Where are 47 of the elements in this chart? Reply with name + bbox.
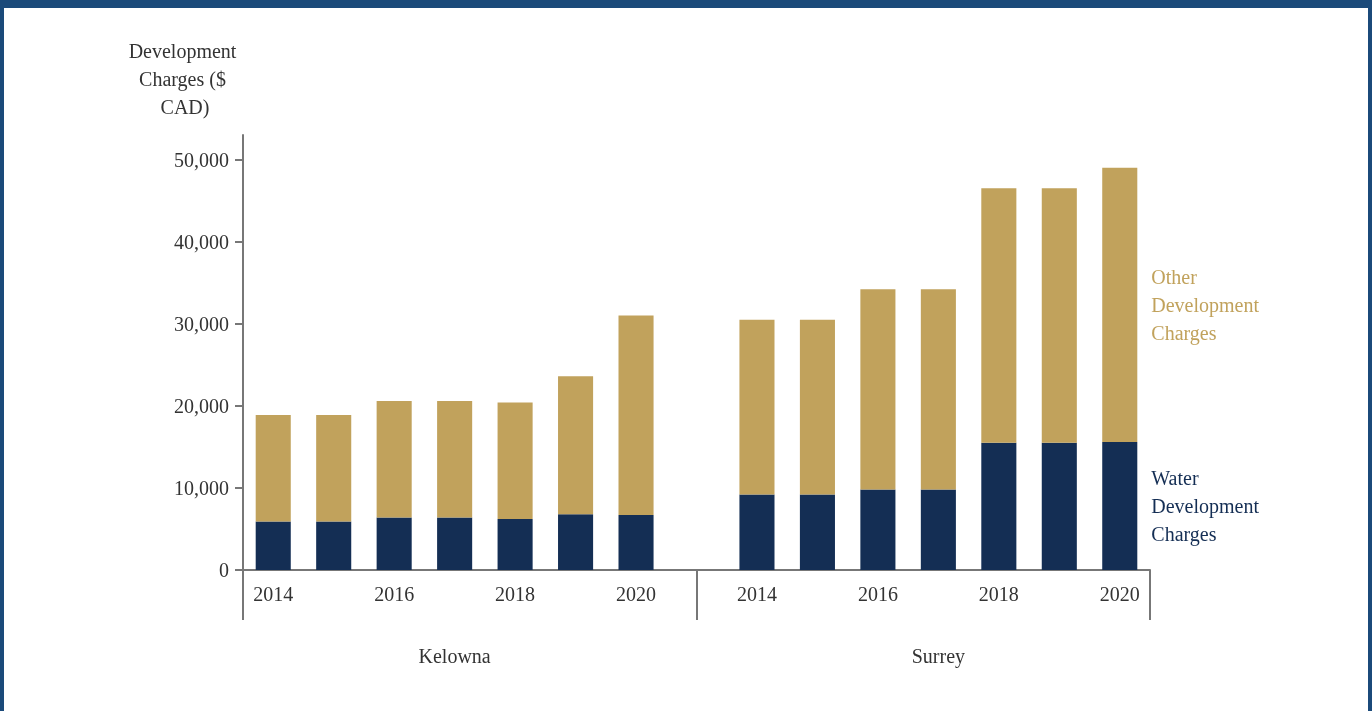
x-tick-label: 2014	[736, 583, 777, 605]
x-tick-label: 2016	[857, 583, 898, 605]
text: Kelowna	[418, 645, 491, 667]
y-tick-label: 40,000	[174, 230, 229, 253]
bar	[497, 519, 533, 570]
x-tick-label: 2018	[495, 583, 536, 605]
bar	[1041, 188, 1077, 443]
text: Surrey	[911, 645, 966, 668]
y-tick-label: 10,000	[174, 476, 229, 499]
bar	[981, 188, 1017, 443]
bar	[1102, 441, 1138, 570]
bar	[739, 494, 775, 570]
bar	[376, 517, 412, 570]
y-tick-label: 30,000	[174, 312, 229, 335]
bar	[739, 319, 775, 495]
y-axis-title: Development Charges ($ CAD)	[128, 40, 242, 119]
bar	[860, 489, 896, 570]
bar	[558, 514, 594, 570]
bar	[558, 376, 594, 515]
bar	[316, 521, 352, 570]
bar	[1041, 442, 1077, 570]
y-tick-label: 20,000	[174, 394, 229, 417]
bar	[497, 402, 533, 520]
series-label: Other Development Charges	[1151, 265, 1265, 345]
bar	[255, 414, 291, 522]
bar	[376, 400, 412, 518]
y-tick-label: 50,000	[174, 148, 229, 171]
bar	[981, 442, 1017, 570]
x-tick-label: 2020	[616, 583, 657, 605]
x-tick-label: 2016	[374, 583, 415, 605]
bar	[437, 400, 473, 518]
bar	[799, 319, 835, 495]
bar	[1102, 167, 1138, 442]
x-tick-label: 2020	[1099, 583, 1140, 605]
bar	[437, 517, 473, 570]
bar	[255, 521, 291, 570]
bar	[618, 315, 654, 516]
y-tick-label: 0	[219, 559, 229, 581]
bar	[920, 289, 956, 490]
bar	[920, 489, 956, 570]
bar	[799, 494, 835, 570]
series-label: Water Development Charges	[1151, 466, 1265, 546]
bar	[618, 515, 654, 570]
x-tick-label: 2018	[978, 583, 1019, 605]
bar	[860, 289, 896, 490]
x-tick-label: 2014	[253, 583, 294, 605]
bar	[316, 414, 352, 522]
